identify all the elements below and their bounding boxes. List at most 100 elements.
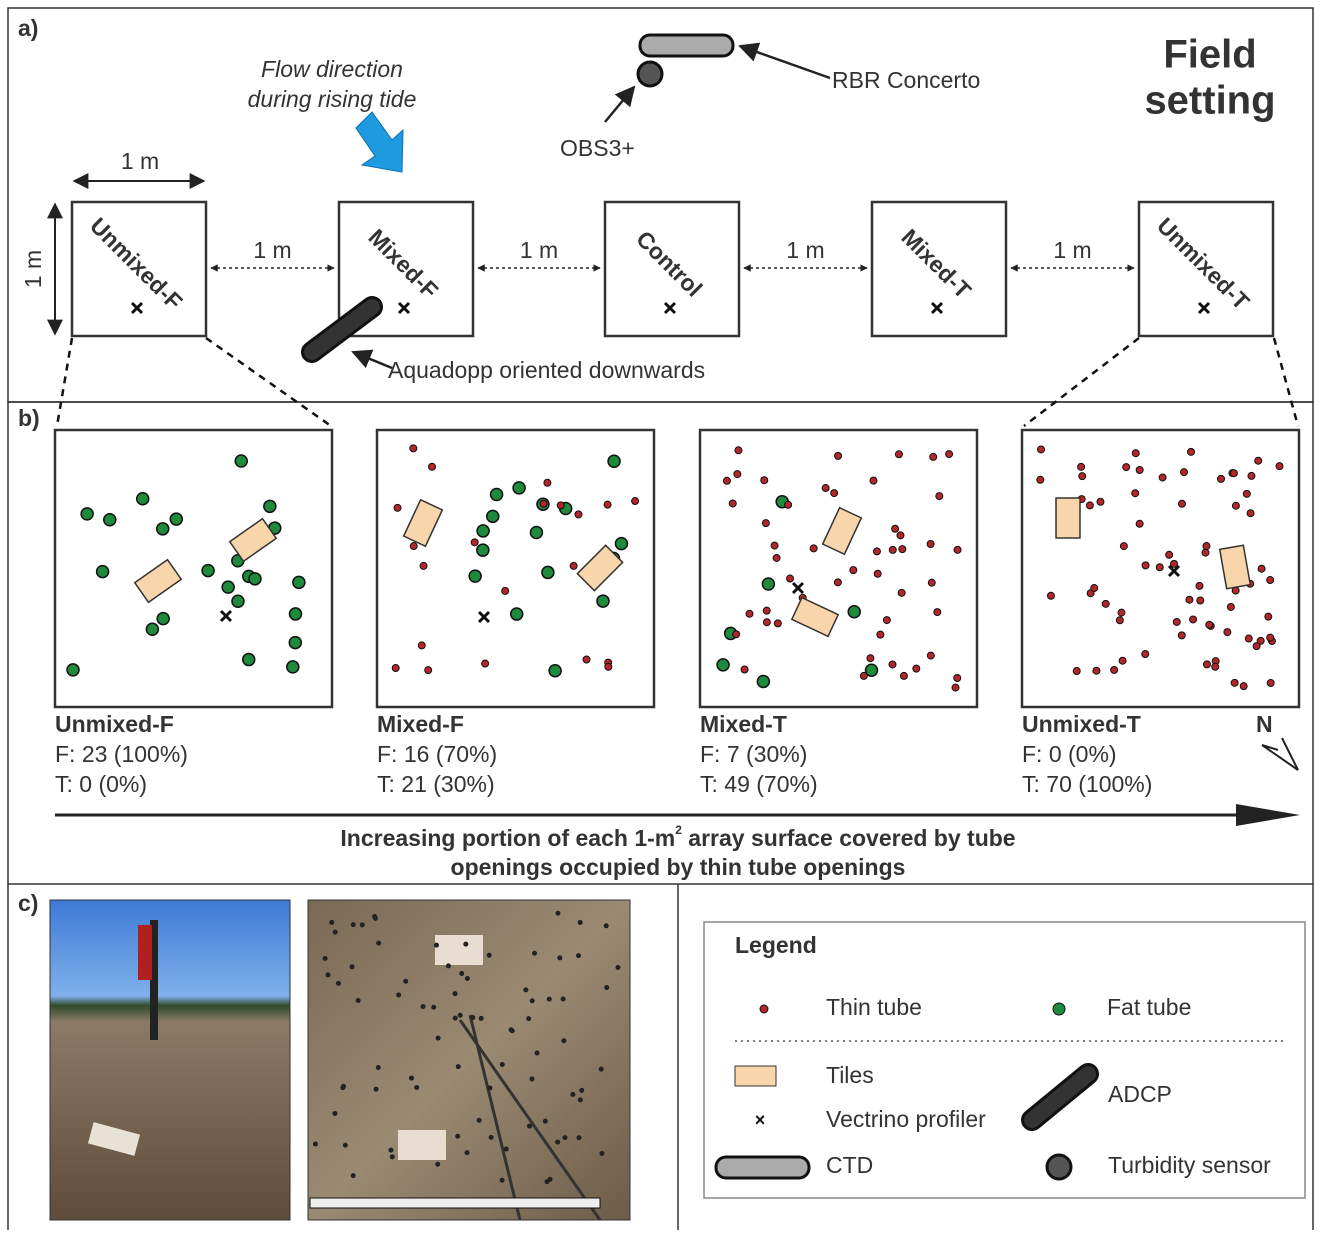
thin-tube — [544, 479, 551, 486]
photo-detail — [555, 1140, 560, 1145]
photo-detail — [470, 1015, 475, 1020]
photo-detail — [436, 1036, 441, 1041]
thin-tube — [928, 579, 935, 586]
photo-detail — [615, 965, 620, 970]
photo-detail — [504, 1146, 509, 1151]
thin-tube — [1178, 632, 1185, 639]
thin-tube — [1224, 629, 1231, 636]
thin-tube — [1078, 463, 1085, 470]
thin-tube — [1097, 498, 1104, 505]
thin-tube — [1243, 490, 1250, 497]
photo-detail — [532, 951, 537, 956]
photo-detail — [351, 922, 356, 927]
fat-tube — [222, 581, 234, 593]
photo-detail — [523, 987, 528, 992]
photo-detail — [351, 1173, 356, 1178]
thin-tube — [1240, 683, 1247, 690]
photo-detail — [332, 1111, 337, 1116]
fat-tube — [762, 578, 774, 590]
thin-tube — [420, 562, 427, 569]
fat-tube — [264, 500, 276, 512]
thin-tube — [930, 453, 937, 460]
flow-label: Flow direction — [261, 56, 403, 82]
flow-arrow — [356, 112, 403, 172]
thin-tube — [425, 667, 432, 674]
photo-detail — [500, 1178, 505, 1183]
fat-tube — [597, 595, 609, 607]
thin-tube — [1118, 609, 1125, 616]
thin-tube — [822, 485, 829, 492]
thin-tube — [1248, 472, 1255, 479]
thin-tube — [1190, 616, 1197, 623]
photo-detail — [535, 1051, 540, 1056]
fat-tube — [477, 525, 489, 537]
tile — [1056, 498, 1080, 538]
legend-fat-icon — [1053, 1003, 1065, 1015]
thin-tube — [1073, 668, 1080, 675]
array-name: Mixed-F — [377, 711, 464, 737]
fat-tube — [542, 566, 554, 578]
photo-detail — [527, 1124, 532, 1129]
array-name: Unmixed-F — [55, 711, 174, 737]
fat-tube — [615, 538, 627, 550]
pointer — [605, 87, 634, 122]
thin-tube — [1202, 549, 1209, 556]
photo-detail — [530, 1076, 535, 1081]
thin-tube — [810, 545, 817, 552]
photo-field — [50, 900, 290, 1220]
thin-tube — [1123, 464, 1130, 471]
legend-label: Tiles — [826, 1062, 874, 1088]
thin-tube — [1206, 621, 1213, 628]
thin-tube — [1120, 543, 1127, 550]
thin-tube — [746, 610, 753, 617]
thin-tube — [605, 663, 612, 670]
photo-detail — [458, 1013, 463, 1018]
thin-tube — [540, 500, 547, 507]
thin-tube — [1203, 661, 1210, 668]
caption: Increasing portion of each 1-m2 array su… — [340, 823, 1015, 851]
photo-detail — [456, 1064, 461, 1069]
thin-tube — [471, 539, 478, 546]
panel-letter: a) — [18, 15, 38, 41]
photo-detail — [557, 955, 562, 960]
legend-label: Turbidity sensor — [1108, 1152, 1271, 1178]
fat-count: F: 7 (30%) — [700, 741, 807, 767]
fat-tube — [469, 570, 481, 582]
thin-tube — [632, 498, 639, 505]
thin-tube — [410, 543, 417, 550]
thin-tube — [1132, 490, 1139, 497]
thin-tube — [1196, 582, 1203, 589]
thin-count: T: 21 (30%) — [377, 771, 495, 797]
photo-detail — [487, 953, 492, 958]
thin-tube — [785, 501, 792, 508]
thin-tube — [1136, 467, 1143, 474]
thin-tube — [889, 661, 896, 668]
photo-detail — [446, 963, 451, 968]
thin-tube — [557, 502, 564, 509]
panel-letter: b) — [18, 405, 40, 431]
thin-tube — [1227, 603, 1234, 610]
thin-tube — [883, 617, 890, 624]
legend-label: Fat tube — [1107, 994, 1191, 1020]
photo-detail — [390, 1154, 395, 1159]
thin-tube — [835, 452, 842, 459]
thin-tube — [418, 642, 425, 649]
thin-tube — [1197, 597, 1204, 604]
thin-tube — [867, 655, 874, 662]
thin-tube — [773, 554, 780, 561]
photo-detail — [340, 1085, 345, 1090]
rbr-label: RBR Concerto — [832, 67, 980, 93]
photo-detail — [556, 911, 561, 916]
photo-detail — [414, 1085, 419, 1090]
fat-tube — [289, 608, 301, 620]
thin-tube — [604, 501, 611, 508]
fat-tube — [157, 523, 169, 535]
thin-tube — [898, 589, 905, 596]
thin-tube — [874, 570, 881, 577]
thin-tube — [771, 542, 778, 549]
photo-detail — [563, 1135, 568, 1140]
legend-thin-icon — [760, 1005, 768, 1013]
fat-tube — [287, 661, 299, 673]
thin-tube — [761, 477, 768, 484]
photo-detail — [343, 1143, 348, 1148]
